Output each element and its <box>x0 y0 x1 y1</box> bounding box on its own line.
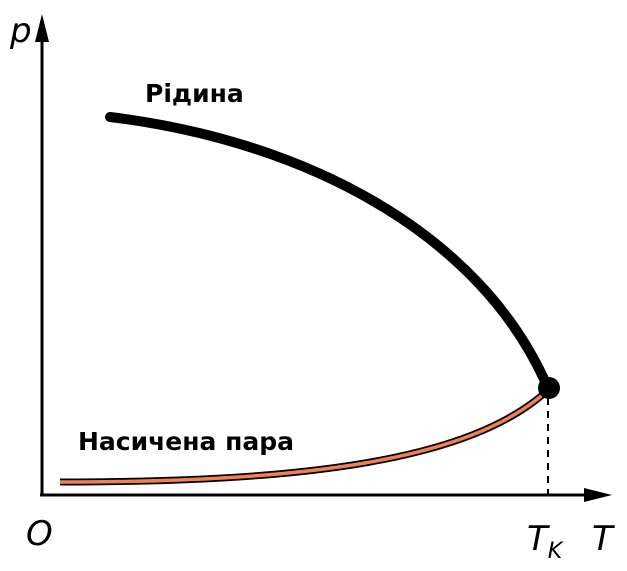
vapor-curve <box>59 388 550 484</box>
x-arrow <box>584 488 612 502</box>
origin-label: O <box>26 514 53 554</box>
y-arrow <box>35 14 49 42</box>
y-label: p <box>9 11 32 51</box>
x-label: T <box>592 519 615 559</box>
critical-main: T <box>527 519 550 559</box>
liquid-label: Рідина <box>145 79 244 108</box>
vapor-label: Насичена пара <box>78 427 294 456</box>
liquid-curve <box>105 112 553 393</box>
critical-sub: K <box>548 539 564 564</box>
critical-point <box>538 377 560 399</box>
critical-label: TK <box>527 519 564 564</box>
